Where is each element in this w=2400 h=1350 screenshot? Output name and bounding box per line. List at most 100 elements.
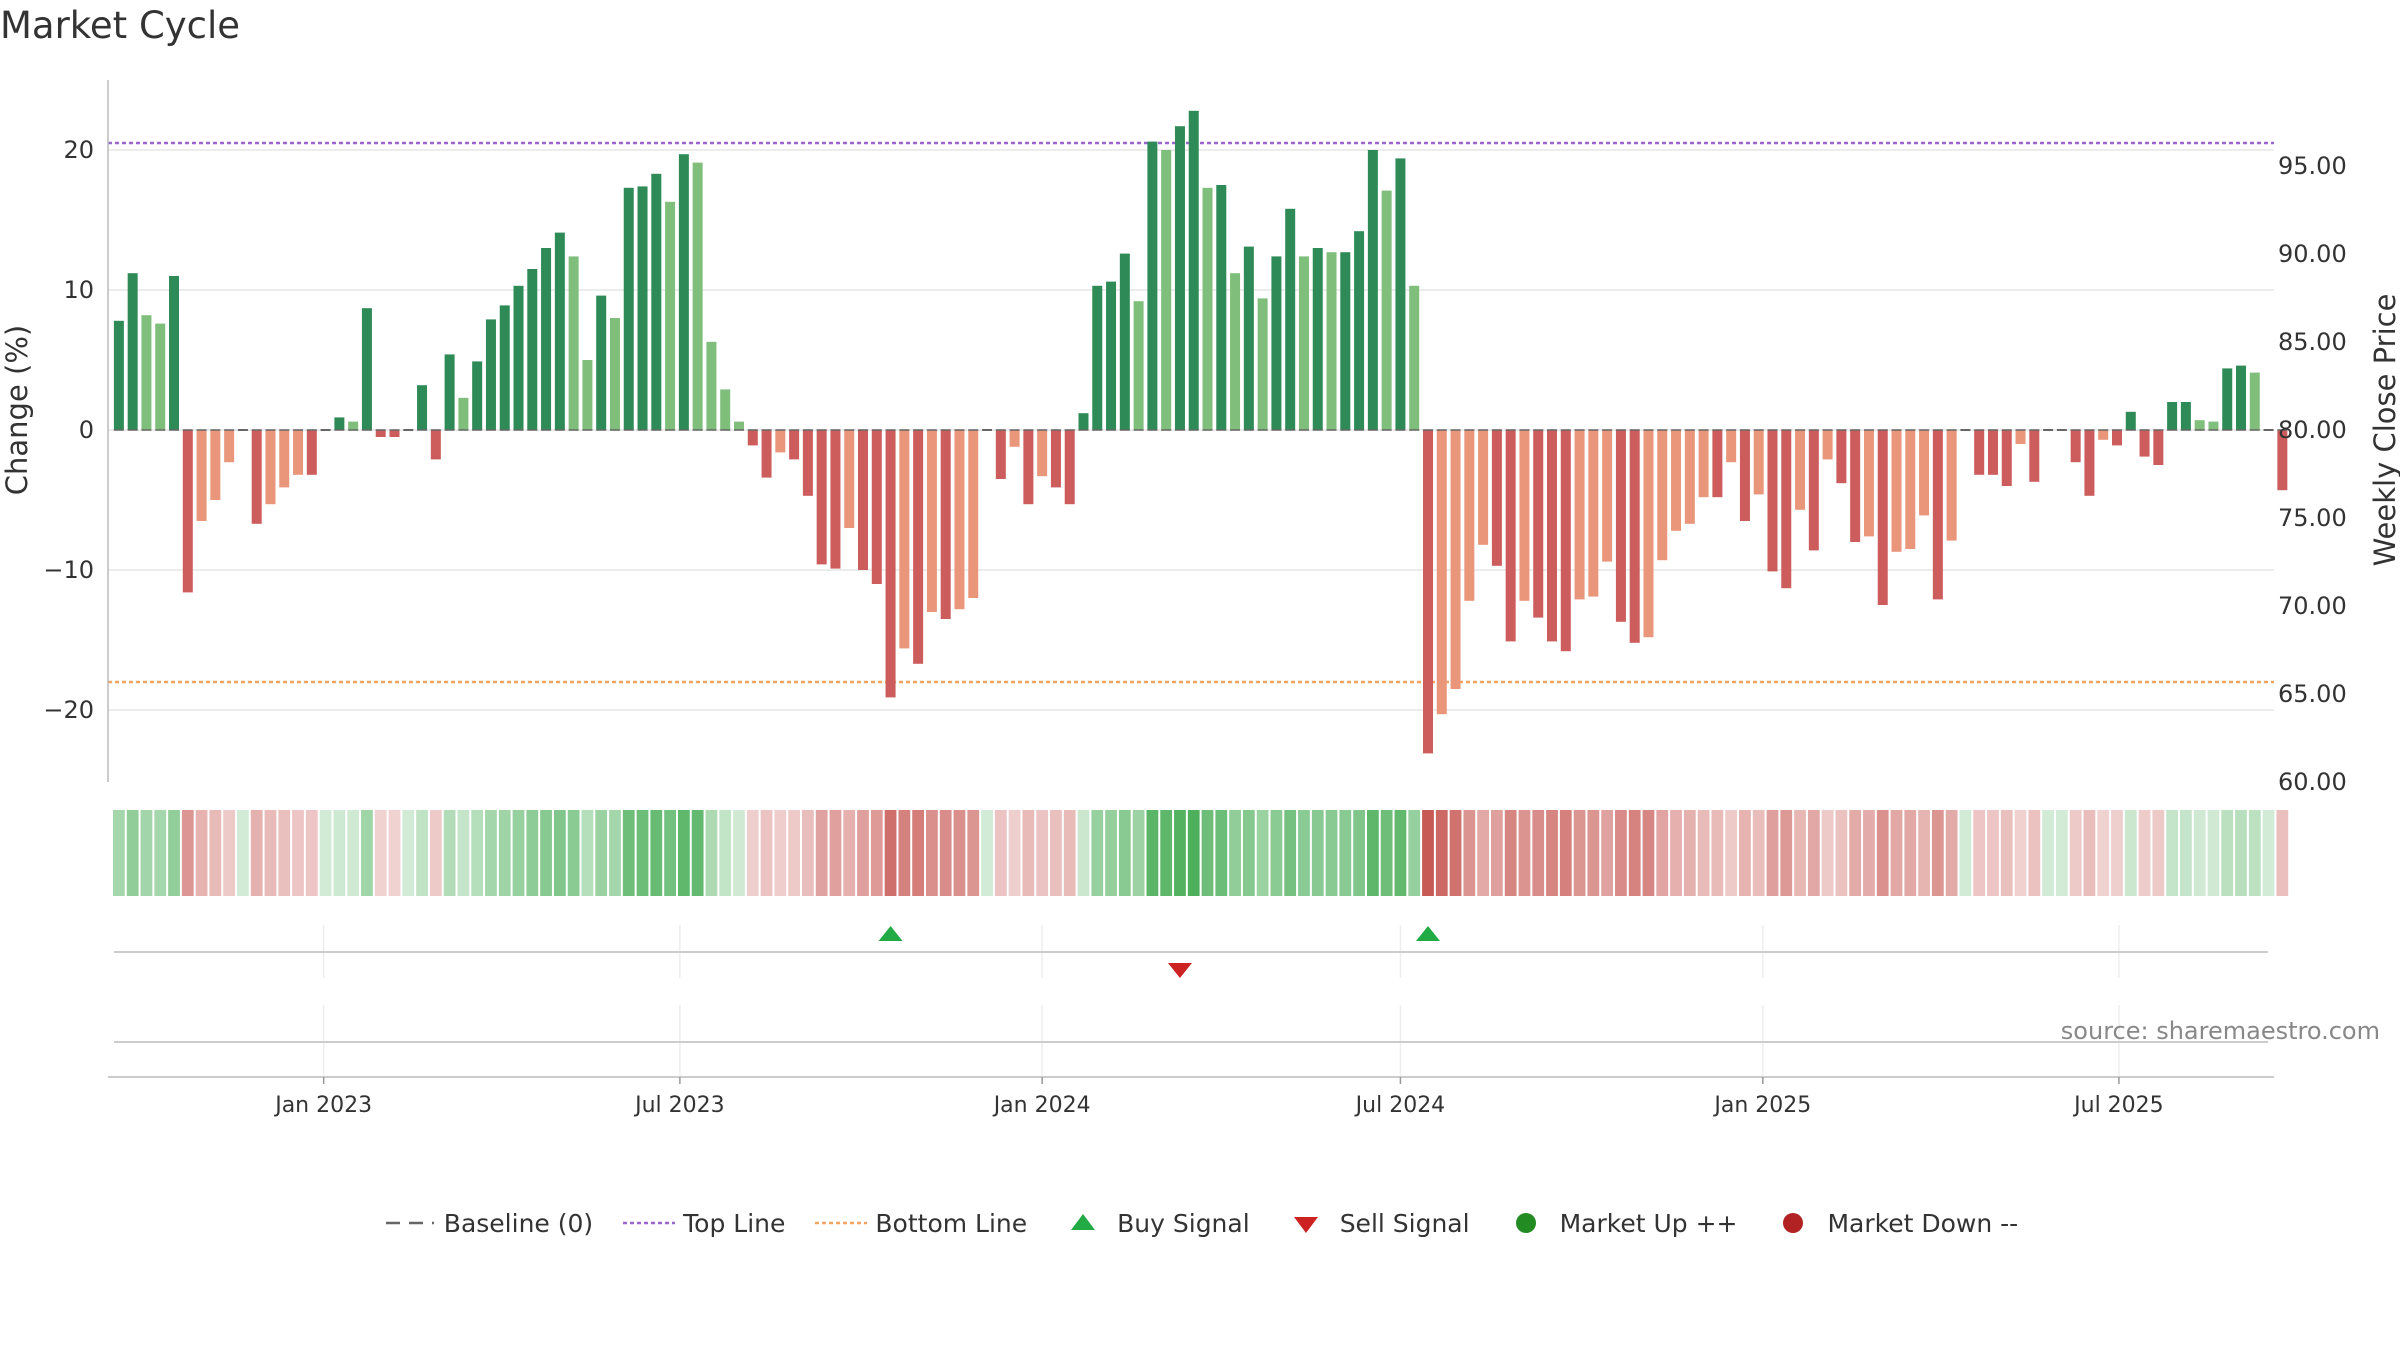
change-bar	[844, 430, 855, 528]
change-bar	[2029, 430, 2040, 482]
change-bar	[747, 430, 758, 446]
red-dot-icon	[1783, 1213, 1804, 1233]
change-bar	[678, 154, 689, 430]
triangle-down-icon	[1293, 1217, 1318, 1233]
change-bar	[816, 430, 827, 565]
change-bar	[1312, 248, 1323, 430]
heat-cell	[1242, 810, 1255, 896]
buy-signal-marker	[878, 926, 903, 941]
change-bar	[1877, 430, 1888, 605]
change-bar	[306, 430, 317, 475]
heat-cell	[2028, 810, 2041, 896]
change-bar	[1092, 285, 1103, 430]
change-bar	[1367, 150, 1378, 430]
change-bar	[651, 173, 662, 431]
heat-cell	[1656, 810, 1669, 896]
change-bar	[182, 430, 193, 593]
change-bar	[1188, 110, 1199, 431]
legend-sell-signal[interactable]: Sell Signal	[1278, 1208, 1470, 1238]
heat-cell	[540, 810, 552, 896]
change-bar	[899, 430, 910, 649]
heat-cell	[2083, 810, 2096, 896]
heat-cell	[1311, 810, 1324, 896]
heat-cell	[1959, 810, 1972, 896]
legend-market-up[interactable]: Market Up ++	[1498, 1208, 1738, 1238]
change-bar	[375, 430, 386, 437]
y-left-tick-label: −20	[43, 696, 94, 724]
legend-label: Market Down --	[1827, 1208, 2019, 1238]
change-bar	[2139, 430, 2150, 457]
dotted-orange-line-icon	[815, 1221, 868, 1225]
heat-cell	[113, 810, 125, 896]
change-bar	[1023, 430, 1034, 505]
change-bar	[1533, 430, 1544, 618]
heat-cell	[1587, 810, 1600, 896]
y-right-tick-label: 60.00	[2278, 768, 2347, 796]
heat-cell	[912, 810, 925, 896]
heat-cell	[333, 810, 346, 896]
change-bar	[1574, 430, 1585, 600]
change-bar	[1422, 430, 1433, 754]
heat-cell	[471, 810, 484, 896]
change-bar	[1119, 253, 1130, 430]
heat-cell	[2248, 810, 2261, 896]
legend-label: Market Up ++	[1559, 1208, 1738, 1238]
change-bar	[1615, 430, 1626, 622]
y-right-tick-label: 95.00	[2278, 152, 2347, 180]
change-bar	[513, 285, 524, 430]
triangle-up-icon	[1071, 1214, 1096, 1230]
heat-cell	[1394, 810, 1407, 896]
axes-layer: 20 10 0 −10 −20 95.00 90.00 85.00 80.00 75.00 70.0…	[43, 80, 2347, 1118]
change-bar	[995, 430, 1006, 479]
heat-cell	[2111, 810, 2123, 896]
legend-label: Top Line	[683, 1208, 786, 1238]
change-bar	[1464, 430, 1475, 601]
heat-cell	[788, 810, 800, 896]
change-bar	[1230, 273, 1241, 430]
heat-cell	[1050, 810, 1062, 896]
legend-market-down[interactable]: Market Down --	[1765, 1208, 2018, 1238]
heat-cell	[1091, 810, 1104, 896]
heat-cell	[361, 810, 373, 896]
heat-cell	[1298, 810, 1310, 896]
y-right-tick-label: 75.00	[2278, 504, 2347, 532]
heat-cell	[595, 810, 608, 896]
change-bar	[1643, 430, 1654, 638]
x-tick-label: Jan 2025	[1712, 1093, 1811, 1118]
change-bar	[1271, 256, 1282, 430]
heat-cell	[1477, 810, 1489, 896]
heat-cell	[609, 810, 621, 896]
change-bar	[2222, 368, 2233, 430]
change-bar	[1519, 430, 1530, 601]
heat-cell	[126, 810, 139, 896]
change-bar	[141, 315, 152, 430]
change-bar	[1050, 430, 1061, 488]
change-bar	[706, 341, 717, 430]
change-bar	[251, 430, 262, 524]
legend-buy-signal[interactable]: Buy Signal	[1055, 1208, 1250, 1238]
heat-cell	[1532, 810, 1545, 896]
change-bar	[1174, 126, 1185, 430]
change-bar	[2208, 421, 2219, 430]
heat-cell	[250, 810, 263, 896]
change-bar	[1822, 430, 1833, 460]
change-bar	[940, 430, 951, 619]
legend-bottom-line[interactable]: Bottom Line	[813, 1208, 1027, 1238]
heat-cell	[691, 810, 704, 896]
heat-cell	[746, 810, 759, 896]
legend-baseline[interactable]: Baseline (0)	[382, 1208, 593, 1238]
heat-cell	[223, 810, 236, 896]
heat-cell	[512, 810, 525, 896]
legend-top-line[interactable]: Top Line	[621, 1208, 785, 1238]
change-bar	[720, 389, 731, 430]
change-bar	[210, 430, 221, 500]
y-right-tick-label: 85.00	[2278, 328, 2347, 356]
change-bar	[1450, 430, 1461, 689]
heat-cell	[2014, 810, 2027, 896]
y-axis-right-label: Weekly Close Price	[2368, 294, 2400, 567]
change-bar	[692, 162, 703, 430]
change-bar	[1285, 208, 1296, 430]
heat-cell	[1339, 810, 1352, 896]
change-bar	[1657, 430, 1668, 561]
heat-cell	[1559, 810, 1572, 896]
